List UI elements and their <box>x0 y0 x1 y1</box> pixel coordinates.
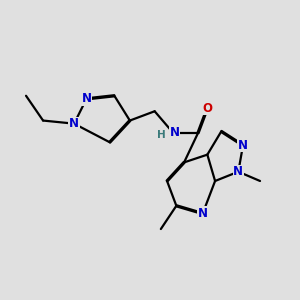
Text: O: O <box>202 102 212 115</box>
Text: H: H <box>157 130 166 140</box>
Text: N: N <box>82 92 92 105</box>
Text: N: N <box>69 117 79 130</box>
Text: N: N <box>170 127 180 140</box>
Text: N: N <box>238 139 248 152</box>
Text: N: N <box>198 207 208 220</box>
Text: N: N <box>233 165 243 178</box>
